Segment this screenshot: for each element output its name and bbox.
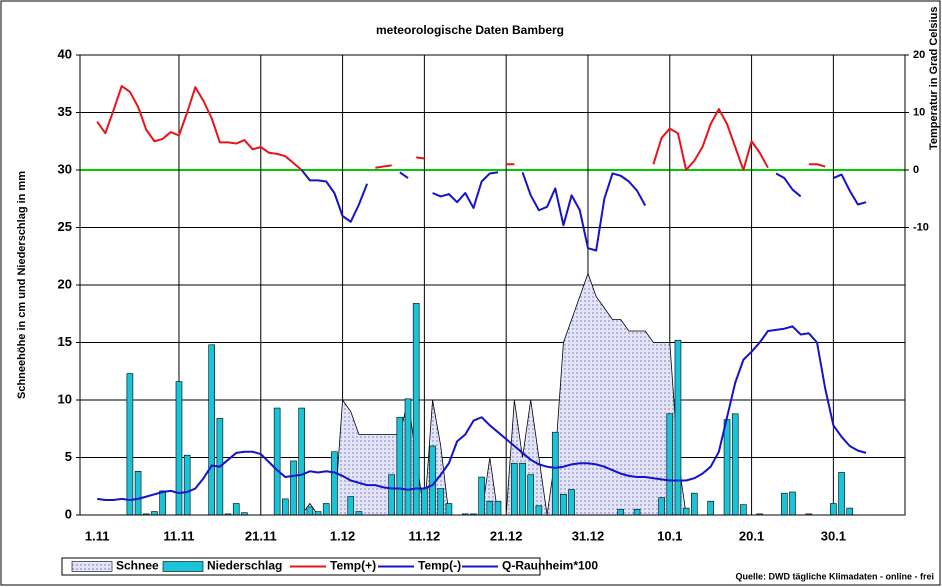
y2-tick-label: 0 [913,164,919,176]
legend: Schnee Niederschlag Temp(+) Temp(-) Q-Raunhe… [61,557,598,576]
x-tick-label: 21.11 [245,528,277,543]
bar [830,503,837,516]
bar [535,505,543,516]
legend-swatch [71,561,113,572]
bar [568,489,575,516]
x-tick-label: 1.12 [330,528,355,543]
bar [723,419,731,516]
bar [175,381,183,516]
bar [527,474,535,516]
bar [290,460,297,516]
legend-label: Temp(+) [330,559,376,573]
bar [273,407,281,516]
bar [208,344,215,516]
plot-area: 0 5 10 15 20 25 30 35 40 -10 0 10 20 1.11 11.11 21.11 1.… [58,46,929,543]
bar [511,462,518,516]
bar [412,303,420,516]
bar [478,476,485,516]
line [300,169,867,252]
legend-label: Temp(-) [418,559,461,573]
x-tick-label: 1.11 [85,528,110,543]
bar [682,507,690,516]
bar [134,470,142,516]
line [97,325,867,502]
x-tick-label: 20.1 [739,528,764,543]
bar [282,498,289,516]
bar [396,416,404,516]
legend-label: Niederschlag [207,559,282,573]
bar [617,508,624,516]
bar [838,472,845,516]
bar [232,503,240,516]
x-tick-label: 11.12 [408,528,440,543]
bar [355,511,363,516]
bar [666,413,674,516]
bar [183,454,191,516]
y-tick-label: 15 [58,334,72,349]
plot-border [79,54,906,516]
bar [560,493,567,516]
bar [740,504,747,516]
x-tick-label: 10.1 [657,528,682,543]
bar [633,508,641,516]
y2-tick-label: 10 [913,106,925,118]
bar [780,492,788,516]
bar [691,492,698,516]
bar [846,507,854,516]
x-tick-label: 11.11 [163,528,194,543]
y2-tick-label: 20 [913,49,925,61]
bar [159,490,166,516]
bar [151,511,158,516]
y-tick-label: 35 [58,104,72,119]
y-tick-label: 30 [58,161,72,176]
x-tick-label: 31.12 [572,528,605,543]
bar [731,413,739,516]
legend-label: Schnee [116,559,159,573]
bar [486,500,494,516]
y-tick-label: 10 [58,391,72,406]
y-tick-label: 20 [58,276,72,291]
bar [494,500,502,516]
bar [658,497,665,516]
bar [789,491,796,516]
bar [551,431,559,516]
x-tick-label: 21.12 [490,528,523,543]
source-note: Quelle: DWD tägliche Klimadaten - online… [735,571,934,581]
bar [429,445,436,516]
chart-title: meteorologische Daten Bamberg [376,23,564,37]
bar [707,500,714,516]
bar [437,488,445,516]
x-tick-label: 30.1 [821,528,846,543]
line [96,85,826,171]
bar [674,339,682,516]
y2-axis-label: Temperatur in Grad Celsius [928,7,940,150]
legend-swatch [162,561,204,572]
y2-tick-label: -10 [913,221,929,233]
bar [347,496,355,516]
bar [331,451,338,516]
bar [445,503,453,516]
bar [314,511,322,516]
bar [126,373,134,516]
y-axis-label: Schneehöhe in cm und Niederschlag in mm [16,171,28,399]
bar [421,488,428,516]
bar [298,407,305,516]
bar [306,506,314,516]
y-tick-label: 25 [58,219,72,234]
bar [404,398,412,516]
bar [388,474,395,516]
bar [519,462,526,516]
legend-label: Q-Raunheim*100 [502,559,598,573]
y-tick-label: 5 [65,449,72,464]
y-tick-label: 40 [58,46,72,61]
bar [322,503,330,516]
y-tick-label: 0 [65,506,72,521]
